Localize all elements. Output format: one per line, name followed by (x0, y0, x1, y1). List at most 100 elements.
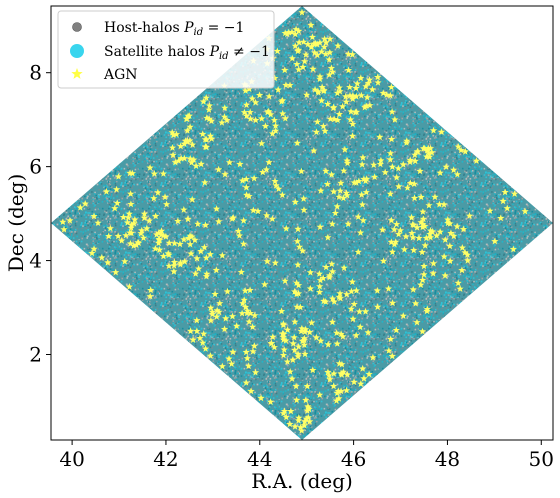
agn-star (317, 337, 325, 344)
agn-star (196, 334, 204, 342)
agn-star (245, 192, 253, 200)
agn-star (330, 382, 338, 390)
agn-star (433, 231, 441, 239)
agn-star (106, 224, 114, 232)
agn-star (288, 28, 296, 36)
agn-star (369, 353, 377, 361)
agn-star (205, 106, 213, 113)
agn-star (303, 382, 311, 390)
agn-star (159, 170, 167, 177)
agn-star (374, 78, 382, 86)
agn-star (319, 122, 327, 130)
agn-star (337, 369, 345, 377)
agn-star (226, 158, 234, 166)
agn-star (337, 330, 345, 338)
agn-star (385, 347, 393, 354)
agn-star (291, 422, 299, 430)
legend-satellite-label: Satellite halos Pid ≠ −1 (104, 44, 270, 62)
agn-star (207, 304, 215, 311)
agn-star (105, 232, 113, 240)
agn-star (302, 415, 310, 422)
agn-star (311, 48, 319, 56)
agn-star (139, 234, 148, 241)
agn-star (281, 66, 289, 74)
agn-star (223, 116, 231, 124)
agn-star (237, 268, 245, 276)
agn-star (245, 85, 253, 93)
agn-star (187, 327, 195, 335)
agn-star (415, 234, 423, 242)
agn-star (138, 226, 146, 234)
agn-star (511, 190, 519, 197)
agn-star (352, 286, 360, 294)
agn-star (403, 184, 412, 191)
agn-star (390, 225, 398, 233)
agn-star (208, 135, 216, 142)
x-tick-label: 46 (341, 447, 366, 471)
agn-star (326, 375, 334, 383)
agn-star (301, 328, 309, 335)
agn-star (281, 29, 289, 37)
agn-star (220, 325, 229, 333)
agn-star (363, 93, 371, 101)
legend-agn-label: AGN (103, 67, 138, 83)
agn-star (272, 122, 280, 129)
agn-star (273, 47, 281, 55)
agn-star (155, 229, 163, 237)
agn-star (176, 240, 184, 248)
agn-star (458, 266, 466, 274)
agn-star (277, 307, 286, 315)
agn-star (322, 38, 330, 46)
agn-star (412, 299, 420, 307)
y-tick-label: 8 (29, 61, 42, 85)
agn-star (347, 107, 355, 115)
agn-star (336, 289, 344, 297)
agn-star (162, 232, 170, 240)
agn-star (435, 200, 443, 208)
agn-star (316, 276, 324, 284)
agn-star (184, 215, 192, 223)
agn-star (155, 239, 163, 247)
agn-star (268, 129, 277, 137)
agn-star (294, 261, 302, 268)
agn-star (324, 340, 332, 348)
agn-star (270, 343, 278, 351)
agn-star (348, 50, 357, 58)
agn-star (340, 264, 348, 271)
agn-star (297, 327, 305, 335)
agn-star (182, 115, 190, 122)
agn-star (409, 220, 417, 228)
agn-star (444, 215, 452, 223)
agn-star (440, 252, 448, 260)
agn-star (419, 144, 428, 152)
agn-star (359, 153, 367, 161)
agn-star (246, 309, 255, 317)
agn-star (400, 245, 408, 253)
agn-star (199, 97, 208, 105)
agn-star (461, 147, 469, 155)
agn-star (90, 245, 98, 253)
agn-star (349, 95, 357, 102)
agn-star (333, 89, 341, 97)
agn-star (327, 64, 335, 72)
agn-star (328, 267, 337, 275)
agn-star (335, 293, 343, 301)
agn-star (159, 252, 168, 260)
agn-star (318, 48, 326, 55)
x-axis-ticks: 40 42 44 46 48 50 (59, 440, 554, 471)
agn-star (251, 368, 260, 376)
x-axis-label: R.A. (deg) (251, 469, 353, 493)
agn-star (422, 234, 430, 242)
agn-star (291, 198, 299, 206)
agn-star (268, 215, 276, 222)
agn-star (154, 188, 162, 196)
agn-star (419, 208, 427, 215)
agn-star (295, 46, 303, 54)
agn-star (426, 233, 435, 241)
agn-star (170, 258, 178, 266)
agn-star (242, 175, 250, 183)
agn-star (291, 318, 299, 325)
agn-star (265, 92, 273, 100)
agn-star (408, 229, 416, 237)
agn-star (202, 143, 211, 151)
